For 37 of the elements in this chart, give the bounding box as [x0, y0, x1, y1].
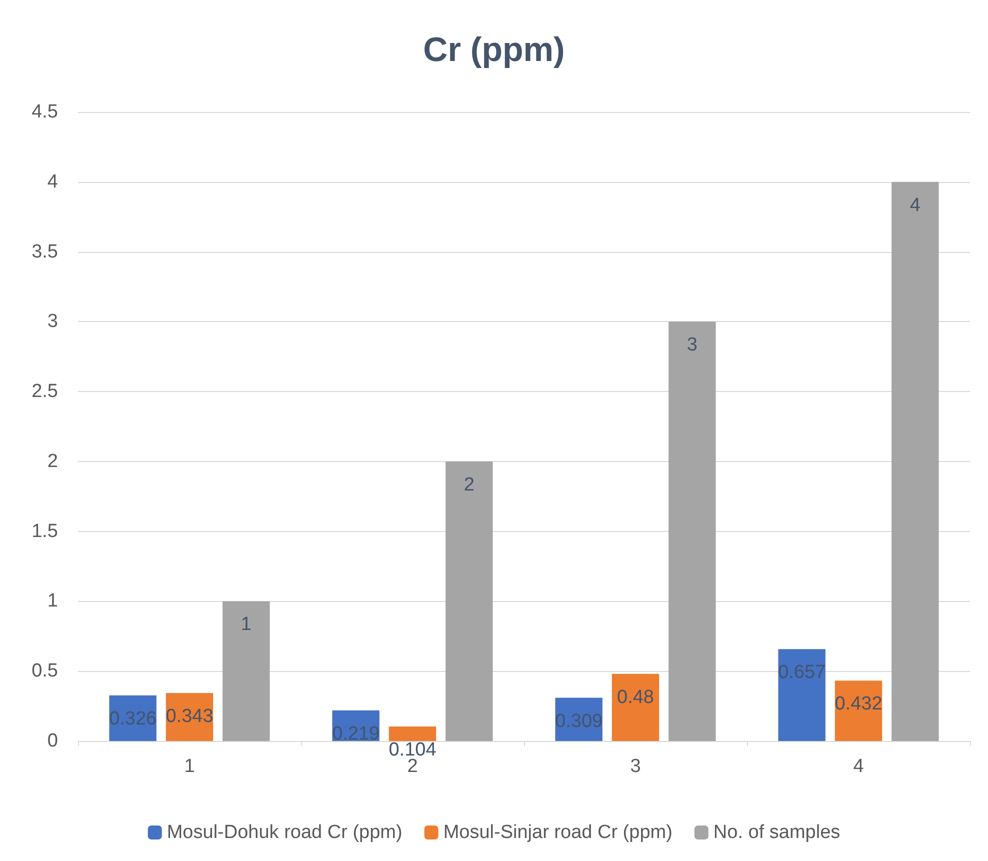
legend-label: No. of samples [713, 822, 840, 843]
x-tick-label: 4 [853, 756, 864, 777]
y-tick-label: 1.5 [32, 520, 58, 542]
data-label: 4 [910, 194, 921, 216]
data-label: 1 [240, 614, 252, 636]
y-tick-label: 4.5 [32, 102, 58, 122]
legend-label: Mosul-Dohuk road Cr (ppm) [166, 822, 402, 843]
chart-title: Cr (ppm) [423, 31, 565, 69]
data-label: 2 [464, 474, 474, 496]
y-tick-label: 4 [47, 171, 58, 192]
y-tick-label: 2 [47, 450, 58, 472]
data-label: 3 [686, 334, 698, 356]
data-label: 0.48 [617, 686, 654, 708]
x-tick-label: 3 [630, 756, 641, 777]
y-tick-label: 0 [47, 730, 58, 752]
data-label: 0.219 [332, 723, 380, 744]
data-label: 0.657 [778, 662, 826, 684]
data-label: 0.309 [555, 710, 603, 732]
y-tick-label: 2.5 [32, 381, 58, 402]
bar [892, 182, 939, 741]
x-tick-label: 1 [184, 756, 195, 777]
bar [222, 601, 270, 741]
bar [668, 322, 716, 741]
y-tick-label: 1 [47, 590, 58, 612]
bar [834, 680, 882, 741]
data-label: 0.343 [166, 706, 214, 728]
bar [446, 461, 493, 741]
y-tick-label: 0.5 [32, 660, 58, 682]
y-tick-label: 3.5 [32, 241, 58, 262]
x-tick-label: 2 [407, 756, 418, 777]
data-label: 0.432 [834, 694, 882, 715]
data-label: 0.326 [109, 708, 157, 730]
bar [778, 649, 826, 741]
bar [388, 726, 436, 741]
y-tick-label: 3 [47, 311, 58, 332]
bar [612, 674, 660, 741]
legend-label: Mosul-Sinjar road Cr (ppm) [443, 822, 672, 843]
